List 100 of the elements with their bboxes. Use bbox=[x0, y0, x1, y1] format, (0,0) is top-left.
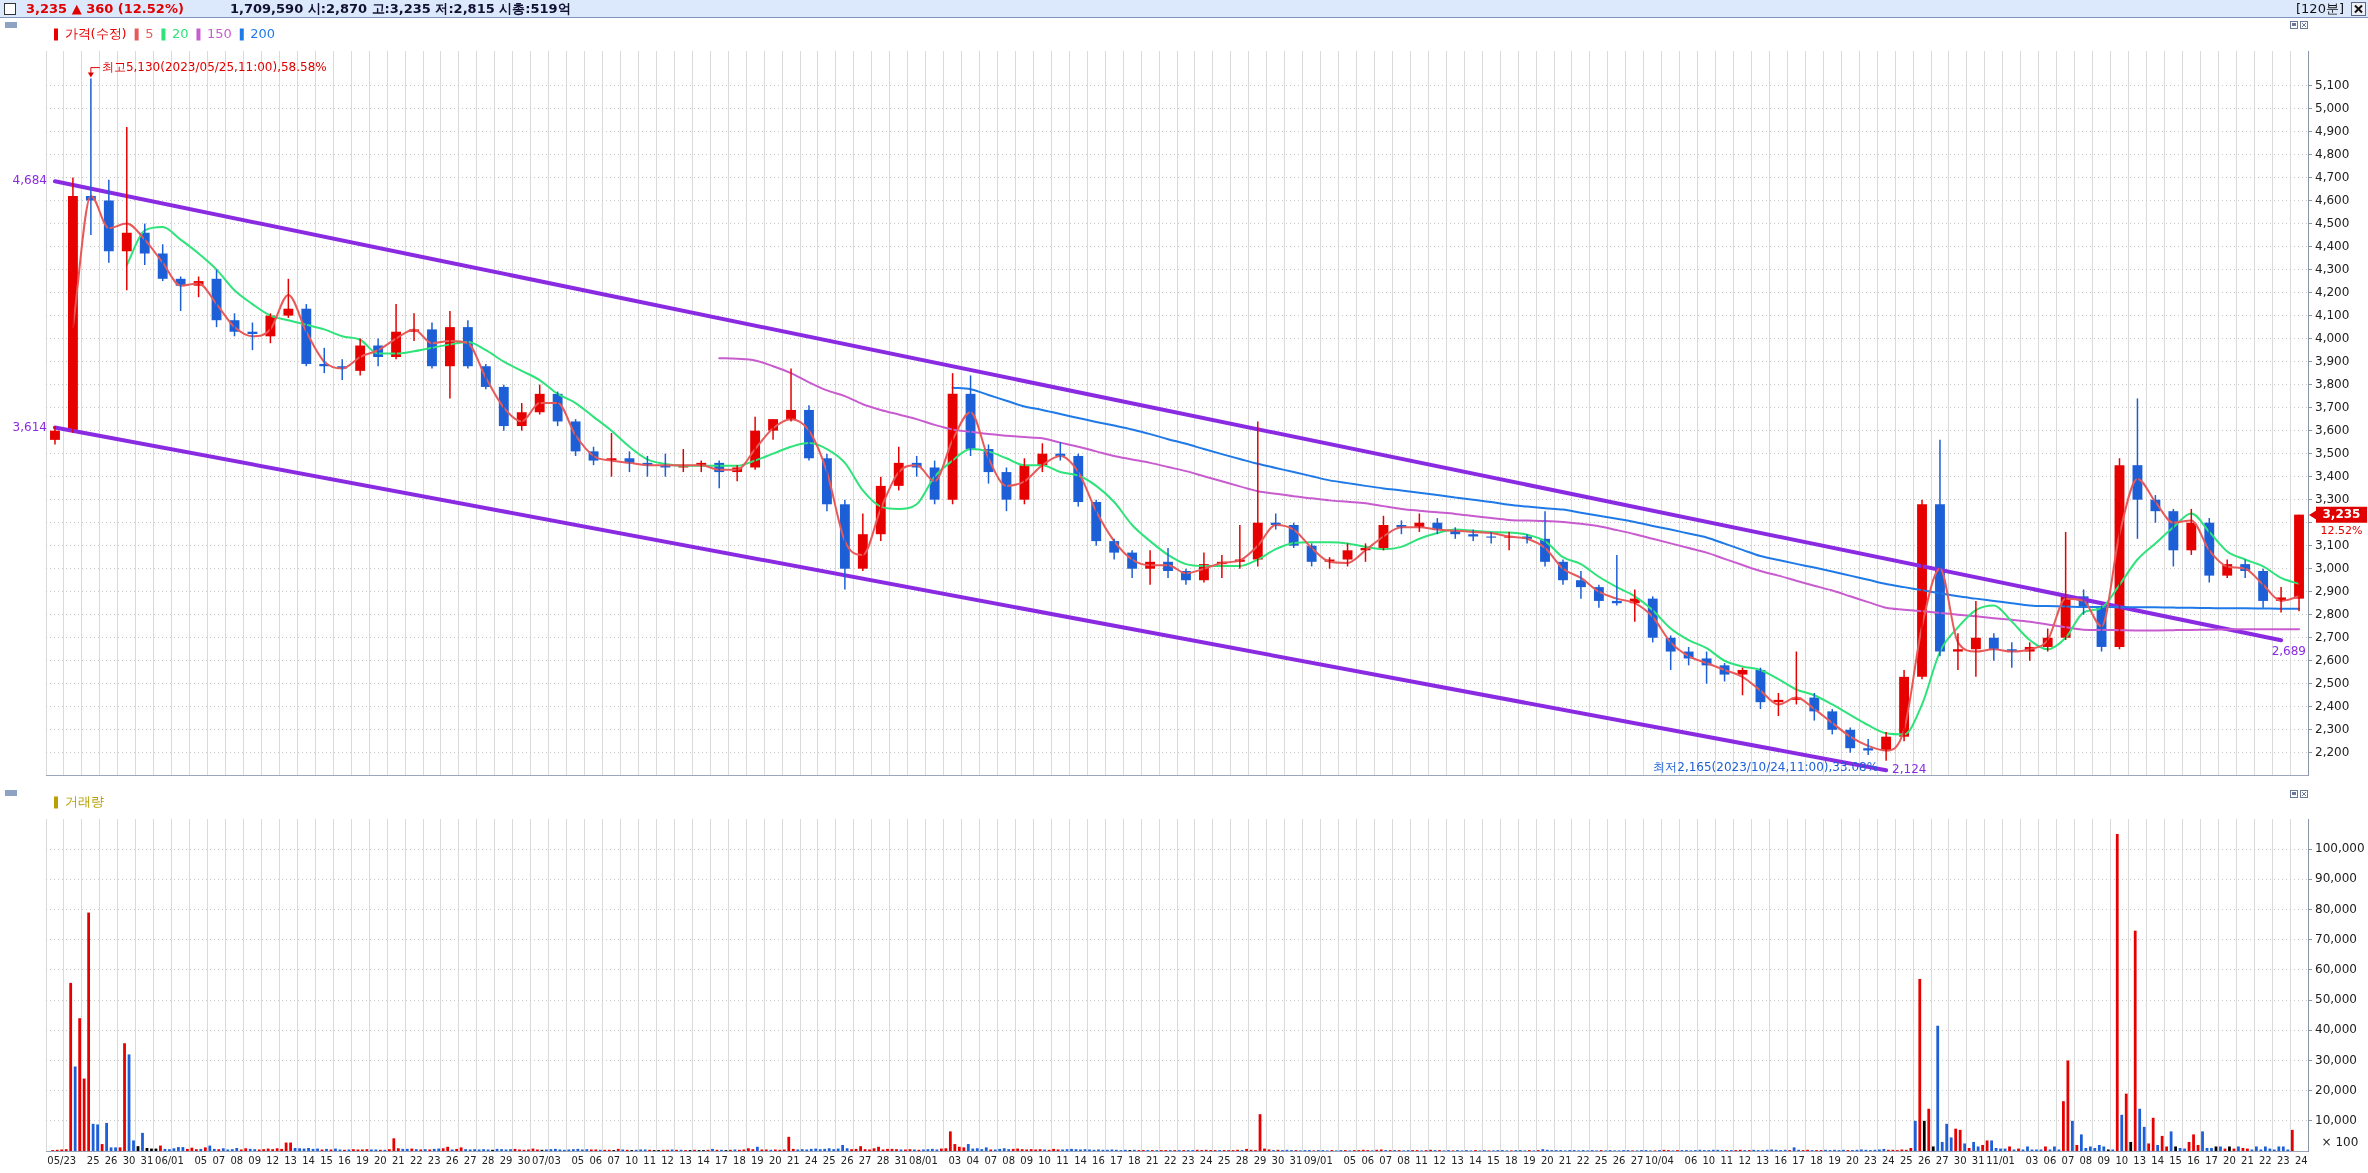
bar bbox=[141, 1132, 144, 1151]
y-tick-label: 2,200 bbox=[2315, 744, 2350, 759]
y-tick-label: 4,200 bbox=[2315, 284, 2350, 299]
bar bbox=[1927, 1108, 1931, 1151]
annotation: 최고5,130(2023/05/25,11:00),58.58% bbox=[101, 59, 327, 74]
category-label: 18 bbox=[1810, 1154, 1823, 1166]
bar bbox=[2210, 1147, 2213, 1151]
y-axis-title: × 100 bbox=[2321, 1135, 2359, 1150]
category-label: 17 bbox=[715, 1154, 728, 1166]
category-label: 13 bbox=[284, 1154, 297, 1166]
legend-label: 150 bbox=[206, 25, 232, 41]
category-label: 07/03 bbox=[532, 1154, 561, 1166]
category-label: 26 bbox=[445, 1154, 459, 1166]
y-tick-label: 4,800 bbox=[2315, 146, 2350, 161]
category-label: 08 bbox=[230, 1154, 244, 1166]
candlestick bbox=[1468, 528, 1479, 542]
bar bbox=[73, 1066, 77, 1151]
bar bbox=[199, 1148, 203, 1151]
bar bbox=[244, 1148, 248, 1151]
bar bbox=[823, 1148, 827, 1151]
category-label: 30 bbox=[517, 1154, 531, 1166]
y-tick-label: 4,400 bbox=[2315, 238, 2350, 253]
bar bbox=[2120, 1114, 2124, 1151]
bar bbox=[177, 1147, 180, 1151]
category-label: 20 bbox=[374, 1154, 387, 1166]
bar bbox=[2097, 1144, 2101, 1151]
bar bbox=[78, 1018, 82, 1151]
category-label: 25 bbox=[822, 1154, 836, 1166]
bar bbox=[2147, 1143, 2151, 1151]
category-label: 07 bbox=[607, 1154, 621, 1166]
bar bbox=[69, 982, 73, 1151]
category-label: 26 bbox=[1612, 1154, 1626, 1166]
y-tick-label: 100,000 bbox=[2315, 841, 2365, 856]
category-label: 06/01 bbox=[155, 1154, 184, 1166]
bar bbox=[1945, 1123, 1949, 1151]
y-tick-label: 3,100 bbox=[2315, 537, 2350, 552]
bar bbox=[809, 1148, 813, 1151]
legend-label: 200 bbox=[250, 25, 276, 41]
bar bbox=[859, 1146, 862, 1151]
bar bbox=[1011, 1148, 1015, 1151]
bar bbox=[280, 1148, 284, 1151]
category-label: 23 bbox=[2276, 1154, 2290, 1166]
bar bbox=[2174, 1146, 2177, 1151]
chart-title: 3,235 ▲ 360 (12.52%) bbox=[26, 0, 184, 17]
category-label: 12 bbox=[1433, 1154, 1446, 1166]
bar bbox=[2228, 1146, 2231, 1151]
bar bbox=[2044, 1146, 2047, 1151]
y-tick-label: 4,600 bbox=[2315, 192, 2350, 207]
bar bbox=[2026, 1146, 2029, 1151]
text: 20 bbox=[2223, 1154, 2236, 1166]
bar bbox=[203, 1147, 207, 1151]
bar bbox=[957, 1146, 961, 1151]
bar bbox=[845, 1148, 849, 1151]
bar bbox=[2263, 1146, 2267, 1151]
y-tick-label: 5,100 bbox=[2315, 77, 2350, 92]
category-label: 08 bbox=[1397, 1154, 1411, 1166]
bar bbox=[1981, 1144, 1984, 1151]
category-label: 16 bbox=[338, 1154, 351, 1166]
legend-label: 20 bbox=[171, 25, 189, 41]
category-label: 19 bbox=[1828, 1154, 1841, 1166]
category-label: 22 bbox=[409, 1154, 423, 1166]
bar bbox=[441, 1148, 445, 1151]
bar bbox=[325, 1148, 328, 1151]
bar bbox=[459, 1147, 463, 1151]
category-label: 11/01 bbox=[1986, 1154, 2015, 1166]
bar bbox=[2237, 1146, 2240, 1151]
bar bbox=[1922, 1120, 1926, 1151]
category-label: 31 bbox=[1971, 1154, 1985, 1166]
bar bbox=[2219, 1146, 2222, 1151]
y-tick-label: 4,300 bbox=[2315, 261, 2350, 276]
category-label: 14 bbox=[1074, 1154, 1087, 1166]
data-label: 3,614 bbox=[12, 419, 47, 434]
bar bbox=[446, 1146, 450, 1151]
category-label: 06 bbox=[1684, 1154, 1698, 1166]
category-label: 09 bbox=[1020, 1154, 1034, 1166]
y-tick-label: 10,000 bbox=[2315, 1112, 2357, 1127]
bar bbox=[966, 1144, 970, 1151]
bar bbox=[307, 1147, 310, 1151]
category-label: 29 bbox=[1253, 1154, 1267, 1166]
bar bbox=[2070, 1120, 2074, 1151]
category-label: 16 bbox=[1092, 1154, 1105, 1166]
text: [120분] bbox=[2296, 0, 2344, 17]
bar bbox=[2169, 1131, 2173, 1151]
bar bbox=[289, 1142, 292, 1151]
category-label: 04 bbox=[966, 1154, 980, 1166]
category-label: 20 bbox=[1846, 1154, 1859, 1166]
y-tick-label: 5,000 bbox=[2315, 100, 2350, 115]
bar bbox=[405, 1148, 409, 1151]
category-label: 14 bbox=[302, 1154, 315, 1166]
category-label: 15 bbox=[320, 1154, 333, 1166]
category-label: 20 bbox=[1540, 1154, 1554, 1166]
bar bbox=[1931, 1146, 1935, 1151]
category-label: 13 bbox=[2133, 1154, 2147, 1166]
bar bbox=[984, 1147, 988, 1151]
category-label: 09 bbox=[248, 1154, 262, 1166]
category-label: 23 bbox=[1181, 1154, 1195, 1166]
bar bbox=[185, 1148, 189, 1151]
bar bbox=[944, 1148, 948, 1151]
bar bbox=[2142, 1126, 2146, 1151]
y-tick-label: 2,300 bbox=[2315, 721, 2350, 736]
